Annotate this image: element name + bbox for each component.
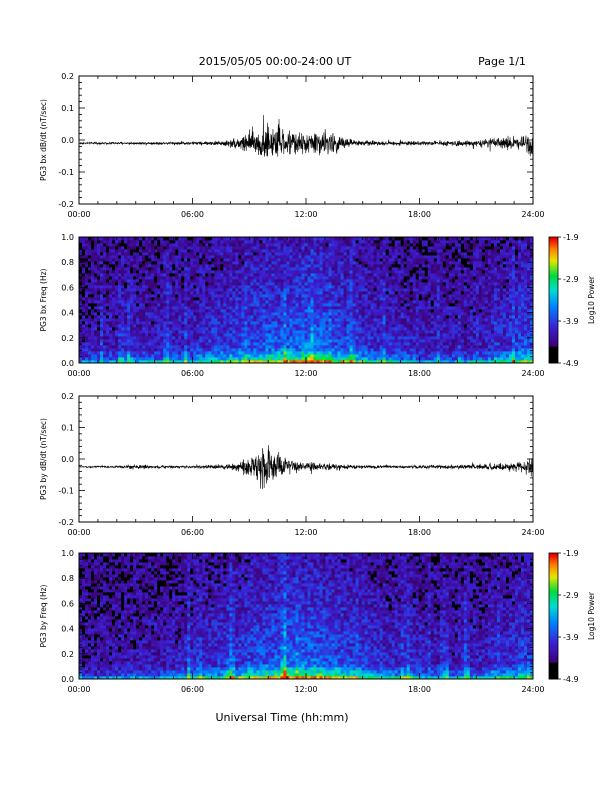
panel-by-dbdt: 00:00 06:00 12:00 18:00 24:00 -0.2 -0.1 0.0 0.1 0… <box>39 392 545 537</box>
colorbar-label: Log10 Power <box>587 591 596 640</box>
y-tick-label: 0.0 <box>61 359 74 368</box>
series-line <box>79 114 533 157</box>
x-tick-label: 00:00 <box>67 369 90 378</box>
spectrogram-cells <box>79 237 534 364</box>
y-tick-label: -0.2 <box>58 518 74 527</box>
y-tick-label: -0.2 <box>58 200 74 209</box>
colorbar-tick-label: -4.9 <box>563 359 579 368</box>
y-tick-label: 0.8 <box>61 258 74 267</box>
y-tick-label: 0.2 <box>61 392 74 401</box>
y-tick-label: 0.0 <box>61 675 74 684</box>
y-axis-label: PG3 by Freq (Hz) <box>39 584 48 647</box>
x-tick-label: 24:00 <box>521 369 544 378</box>
y-tick-label: 0.1 <box>61 424 74 433</box>
x-axis-title: Universal Time (hh:mm) <box>216 711 349 724</box>
x-tick-label: 24:00 <box>521 685 544 694</box>
x-tick-label: 18:00 <box>408 210 431 219</box>
y-tick-label: 0.2 <box>61 72 74 81</box>
plot-frame <box>78 75 534 205</box>
spectrogram-cells <box>79 553 534 680</box>
colorbar-tick-label: -2.9 <box>563 275 579 284</box>
colorbar: -1.9 -2.9 -3.9 -4.9 Log10 Power <box>548 549 596 684</box>
x-tick-label: 18:00 <box>408 369 431 378</box>
x-tick-label: 18:00 <box>408 528 431 537</box>
colorbar-tick-label: -3.9 <box>563 633 579 642</box>
x-tick-label: 06:00 <box>181 369 204 378</box>
colorbar-label: Log10 Power <box>587 275 596 324</box>
x-tick-label: 24:00 <box>521 528 544 537</box>
panel-bx-spectrogram: 00:00 06:00 12:00 18:00 24:00 0.0 0.2 0.4 0.6 0.8… <box>39 233 596 378</box>
colorbar-tick-label: -1.9 <box>563 549 579 558</box>
x-tick-label: 12:00 <box>294 528 317 537</box>
y-tick-label: 0.0 <box>61 455 74 464</box>
colorbar-tick-label: -4.9 <box>563 675 579 684</box>
x-tick-label: 00:00 <box>67 528 90 537</box>
x-tick-label: 00:00 <box>67 685 90 694</box>
y-tick-label: 0.4 <box>61 309 74 318</box>
y-tick-label: -0.1 <box>58 487 74 496</box>
y-axis-label: PG3 bx dB/dt (nT/sec) <box>39 99 48 181</box>
x-tick-label: 12:00 <box>294 210 317 219</box>
x-tick-label: 12:00 <box>294 369 317 378</box>
panel-bx-dbdt: 00:00 06:00 12:00 18:00 24:00 -0.2 -0.1 0.0 0.1 0… <box>39 72 545 219</box>
panel-by-spectrogram: 00:00 06:00 12:00 18:00 24:00 0.0 0.2 0.4 0.6 0.8… <box>39 549 596 694</box>
colorbar: -1.9 -2.9 -3.9 -4.9 Log10 Power <box>548 233 596 368</box>
y-tick-label: 0.1 <box>61 104 74 113</box>
y-tick-label: 0.6 <box>61 283 74 292</box>
y-tick-label: 0.2 <box>61 334 74 343</box>
x-tick-label: 00:00 <box>67 210 90 219</box>
colorbar-frame <box>548 236 559 364</box>
page-indicator: Page 1/1 <box>478 55 526 68</box>
colorbar-tick-label: -3.9 <box>563 317 579 326</box>
y-tick-label: 1.0 <box>61 233 74 242</box>
y-axis-label: PG3 bx Freq (Hz) <box>39 268 48 331</box>
colorbar-tick-label: -2.9 <box>563 591 579 600</box>
date-range-title: 2015/05/05 00:00-24:00 UT <box>199 55 352 68</box>
y-tick-label: 0.0 <box>61 136 74 145</box>
colorbar-tick-label: -1.9 <box>563 233 579 242</box>
y-tick-label: 0.4 <box>61 625 74 634</box>
x-tick-label: 06:00 <box>181 685 204 694</box>
y-tick-label: 0.8 <box>61 574 74 583</box>
x-tick-label: 18:00 <box>408 685 431 694</box>
y-tick-label: 0.6 <box>61 599 74 608</box>
y-tick-label: 0.2 <box>61 650 74 659</box>
x-tick-label: 24:00 <box>521 210 544 219</box>
series-line <box>79 445 533 490</box>
x-tick-label: 06:00 <box>181 528 204 537</box>
y-tick-label: 1.0 <box>61 549 74 558</box>
colorbar-frame <box>548 552 559 680</box>
plot-frame <box>78 395 534 523</box>
y-axis-label: PG3 by dB/dt (nT/sec) <box>39 418 48 500</box>
x-tick-label: 06:00 <box>181 210 204 219</box>
x-tick-label: 12:00 <box>294 685 317 694</box>
y-tick-label: -0.1 <box>58 168 74 177</box>
